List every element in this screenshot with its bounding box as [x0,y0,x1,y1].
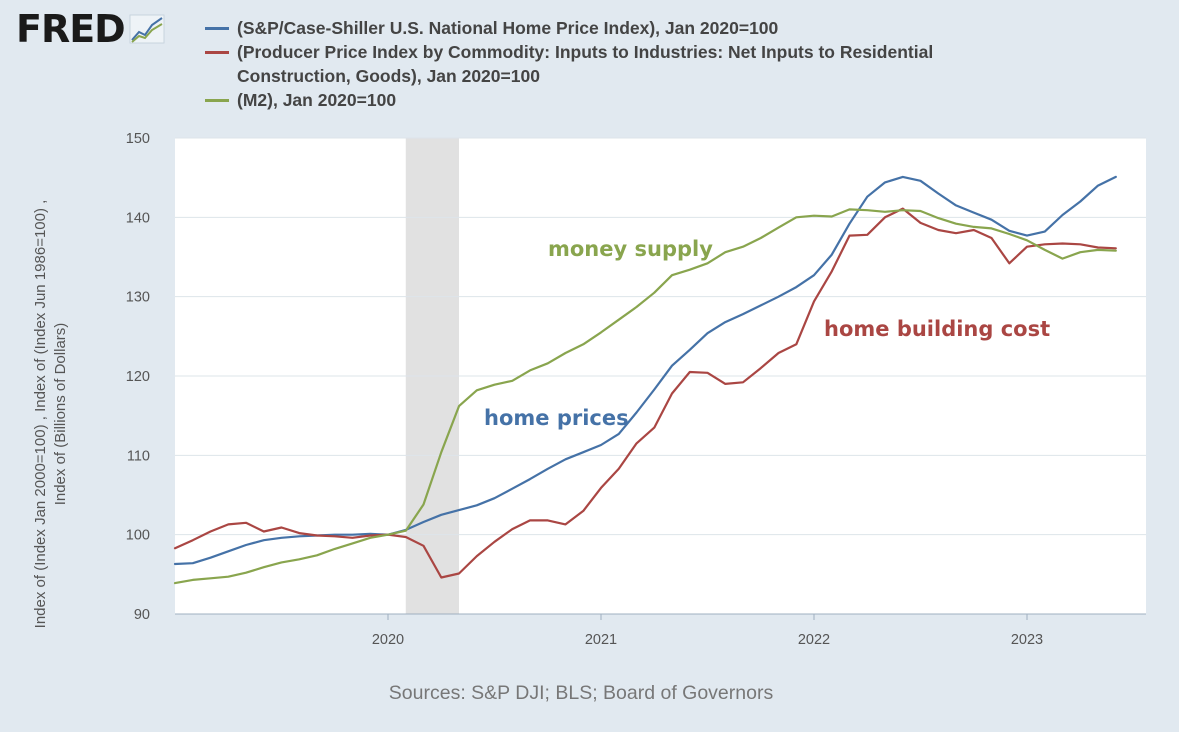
legend-swatch-home-price [205,27,229,30]
fred-logo[interactable]: FRED [16,10,165,48]
annotation-home-building-cost: home building cost [824,317,1050,341]
legend-label-home-price: (S&P/Case-Shiller U.S. National Home Pri… [237,18,779,38]
annotation-money-supply: money supply [548,237,713,261]
legend-item-home-price[interactable]: (S&P/Case-Shiller U.S. National Home Pri… [205,16,1047,40]
x-tick-label: 2022 [798,632,830,648]
y-tick-label: 140 [126,210,150,226]
y-tick-label: 150 [126,131,150,147]
legend-swatch-m2 [205,99,229,102]
y-tick-label: 100 [126,528,150,544]
legend-swatch-ppi [205,51,229,54]
legend-label-ppi: (Producer Price Index by Commodity: Inpu… [237,42,934,86]
y-tick-label: 120 [126,369,150,385]
series-line-home-prices [173,175,1117,566]
logo-text: FRED [16,7,126,51]
x-tick-label: 2021 [585,632,617,648]
series-line-money-supply [173,208,1117,585]
x-tick-label: 2020 [372,632,404,648]
y-tick-label: 110 [127,448,150,464]
series-line-home-building-cost [173,207,1117,579]
legend-item-m2[interactable]: (M2), Jan 2020=100 [205,88,1047,112]
annotation-home-prices: home prices [484,406,629,430]
y-tick-label: 90 [134,607,150,623]
legend-label-m2: (M2), Jan 2020=100 [237,90,397,110]
x-tick-label: 2023 [1011,632,1043,648]
y-tick-label: 130 [126,290,150,306]
trend-lines-icon [129,14,165,44]
source-note: Sources: S&P DJI; BLS; Board of Governor… [388,682,774,704]
legend-item-ppi[interactable]: (Producer Price Index by Commodity: Inpu… [205,40,1047,88]
chart-legend: (S&P/Case-Shiller U.S. National Home Pri… [205,16,1047,112]
